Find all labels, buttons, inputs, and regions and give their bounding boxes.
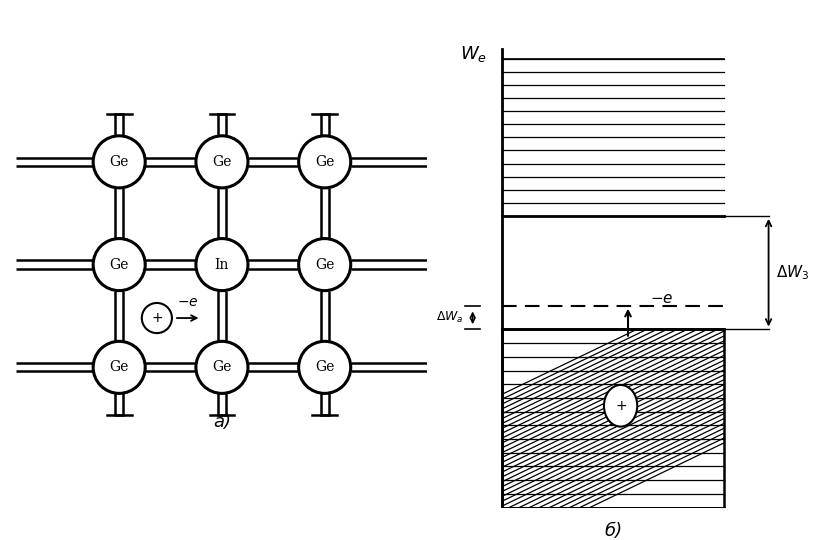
Circle shape — [298, 341, 351, 393]
Bar — [502, 329, 724, 508]
Text: $-e$: $-e$ — [177, 295, 198, 309]
Circle shape — [93, 136, 145, 188]
Circle shape — [196, 136, 248, 188]
Circle shape — [196, 341, 248, 393]
Text: Ge: Ge — [315, 258, 335, 272]
Circle shape — [93, 341, 145, 393]
Bar — [502, 59, 724, 216]
Circle shape — [298, 136, 351, 188]
Text: Ge: Ge — [109, 155, 129, 169]
Text: Ge: Ge — [212, 360, 232, 374]
Text: $+$: $+$ — [615, 399, 626, 413]
Text: Ge: Ge — [315, 360, 335, 374]
Text: $\Delta W_3$: $\Delta W_3$ — [776, 264, 810, 282]
Text: Ge: Ge — [212, 155, 232, 169]
Text: Ge: Ge — [109, 258, 129, 272]
Circle shape — [93, 239, 145, 291]
Text: $-e$: $-e$ — [650, 292, 674, 306]
Circle shape — [604, 385, 637, 427]
Circle shape — [196, 239, 248, 291]
Text: Ge: Ge — [315, 155, 335, 169]
Text: б): б) — [604, 522, 622, 540]
Text: $+$: $+$ — [150, 311, 163, 325]
Text: $W_e$: $W_e$ — [460, 44, 487, 64]
Text: $\Delta W_a$: $\Delta W_a$ — [436, 310, 464, 326]
Text: a): a) — [213, 413, 231, 431]
Circle shape — [141, 303, 172, 333]
Text: Ge: Ge — [109, 360, 129, 374]
Text: In: In — [215, 258, 229, 272]
Circle shape — [298, 239, 351, 291]
